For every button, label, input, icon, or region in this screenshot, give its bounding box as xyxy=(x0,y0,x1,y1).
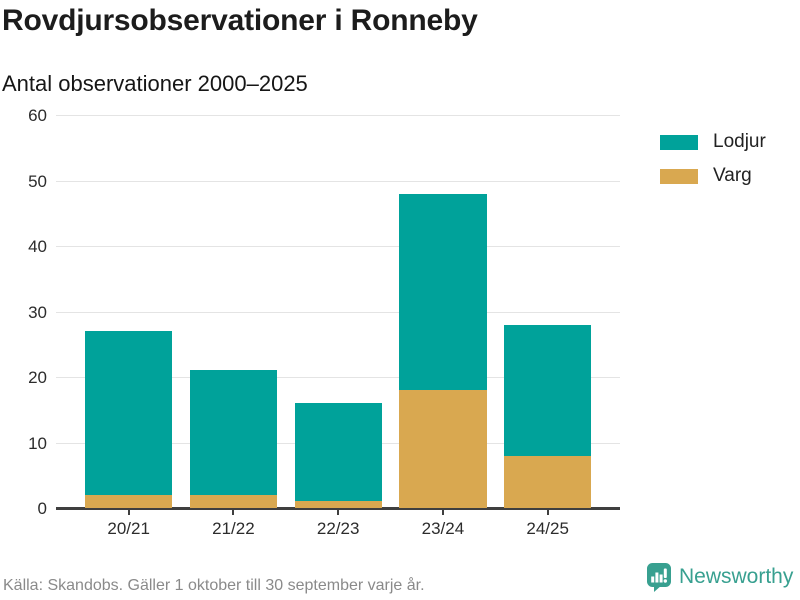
y-tick-label-20: 20 xyxy=(28,368,47,387)
bar-segment-lodjur-24-25 xyxy=(504,324,592,456)
y-tick-label-40: 40 xyxy=(28,237,47,256)
bar-segment-varg-22-23 xyxy=(294,501,382,508)
chart-title: Rovdjursobservationer i Ronneby xyxy=(2,4,478,37)
gridline-y-30 xyxy=(56,311,620,313)
gridline-y-20 xyxy=(56,377,620,378)
legend-swatch-lodjur xyxy=(660,134,698,150)
x-axis-line xyxy=(56,507,620,510)
gridline-y-60 xyxy=(56,115,620,116)
x-tick-mark-21-22 xyxy=(232,509,235,515)
legend-label-varg: Varg xyxy=(713,165,752,186)
bar-segment-lodjur-23-24 xyxy=(399,193,487,391)
y-tick-label-50: 50 xyxy=(28,171,47,191)
bar-segment-varg-24-25 xyxy=(504,455,592,508)
x-tick-mark-23-24 xyxy=(441,509,444,515)
bar-segment-varg-21-22 xyxy=(189,494,278,508)
x-tick-label-24-25: 24/25 xyxy=(526,519,569,538)
legend: Lodjur Varg xyxy=(660,131,766,199)
newsworthy-logo-text: Newsworthy xyxy=(679,565,794,588)
bar-segment-varg-20-21 xyxy=(85,494,173,508)
x-tick-label-23-24: 23/24 xyxy=(421,519,465,538)
gridline-y-50 xyxy=(56,180,620,182)
legend-swatch-varg xyxy=(660,168,698,184)
bar-segment-lodjur-21-22 xyxy=(189,370,278,495)
source-note: Källa: Skandobs. Gäller 1 oktober till 3… xyxy=(3,577,425,594)
y-tick-label-30: 30 xyxy=(28,302,47,322)
x-tick-mark-22-23 xyxy=(337,509,340,515)
x-tick-label-20-21: 20/21 xyxy=(107,519,150,538)
gridline-y-40 xyxy=(56,246,620,247)
y-tick-label-10: 10 xyxy=(28,433,47,453)
x-tick-mark-24-25 xyxy=(546,509,549,515)
newsworthy-logo[interactable]: Newsworthy xyxy=(646,562,793,598)
bar-segment-lodjur-20-21 xyxy=(85,331,173,495)
x-tick-mark-20-21 xyxy=(127,509,130,515)
plot-area: 0 10 20 30 40 50 60 20/21 21/22 22/23 23/24 24/25 xyxy=(28,107,620,538)
y-tick-label-60: 60 xyxy=(28,106,47,125)
bar-segment-lodjur-22-23 xyxy=(294,403,382,502)
legend-item-lodjur: Lodjur xyxy=(660,131,766,153)
bar-segment-varg-23-24 xyxy=(399,390,487,508)
legend-item-varg: Varg xyxy=(660,165,766,187)
x-tick-label-22-23: 22/23 xyxy=(316,519,360,538)
chart-subtitle: Antal observationer 2000–2025 xyxy=(2,71,308,96)
x-tick-label-21-22: 21/22 xyxy=(212,519,255,538)
legend-label-lodjur: Lodjur xyxy=(713,131,766,152)
y-tick-label-0: 0 xyxy=(37,499,47,518)
newsworthy-logo-icon xyxy=(646,562,672,598)
